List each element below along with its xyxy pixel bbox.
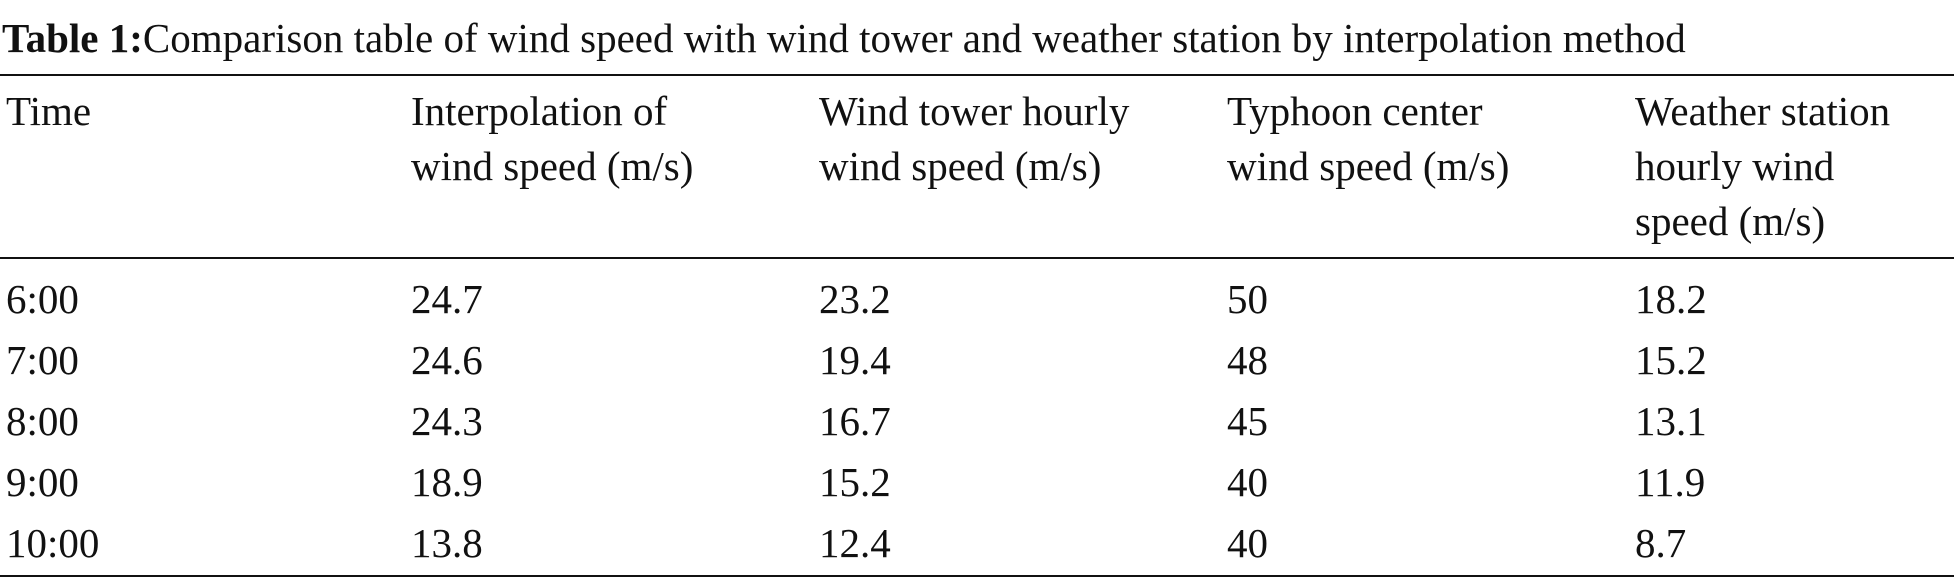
table-cell: 10:00 — [6, 520, 100, 566]
table-cell: 19.4 — [819, 337, 891, 383]
table-cell: 48 — [1227, 337, 1268, 383]
header-cell: wind speed (m/s) — [819, 143, 1102, 189]
caption: Table 1:Comparison table of wind speed w… — [2, 10, 1686, 66]
header-cell: Wind tower hourly — [819, 88, 1130, 134]
top-rule — [0, 74, 1954, 76]
table-cell: 24.6 — [411, 337, 483, 383]
header-cell: speed (m/s) — [1635, 198, 1826, 244]
header-cell: Time — [6, 88, 92, 134]
table-cell: 9:00 — [6, 459, 79, 505]
header-cell: Typhoon center — [1227, 88, 1483, 134]
header-cell: hourly wind — [1635, 143, 1835, 189]
table-cell: 15.2 — [1635, 337, 1707, 383]
table-cell: 8.7 — [1635, 520, 1687, 566]
header-cell: Weather station — [1635, 88, 1891, 134]
table-cell: 24.7 — [411, 276, 483, 322]
header-cell: wind speed (m/s) — [411, 143, 694, 189]
table-cell: 8:00 — [6, 398, 79, 444]
table-cell: 24.3 — [411, 398, 483, 444]
table-cell: 7:00 — [6, 337, 79, 383]
table-cell: 40 — [1227, 459, 1268, 505]
table-cell: 13.8 — [411, 520, 483, 566]
table-cell: 50 — [1227, 276, 1268, 322]
table-cell: 45 — [1227, 398, 1268, 444]
table-cell: 18.9 — [411, 459, 483, 505]
header-cell: wind speed (m/s) — [1227, 143, 1510, 189]
table-cell: 40 — [1227, 520, 1268, 566]
table-cell: 13.1 — [1635, 398, 1707, 444]
caption-text: Comparison table of wind speed with wind… — [142, 15, 1686, 61]
caption-label: Table 1: — [2, 15, 143, 61]
bottom-rule — [0, 575, 1954, 577]
table-cell: 11.9 — [1635, 459, 1706, 505]
table-cell: 18.2 — [1635, 276, 1707, 322]
table-cell: 15.2 — [819, 459, 891, 505]
table-cell: 12.4 — [819, 520, 891, 566]
table-cell: 23.2 — [819, 276, 891, 322]
table-cell: 6:00 — [6, 276, 79, 322]
header-rule — [0, 257, 1954, 259]
header-cell: Interpolation of — [411, 88, 668, 134]
table-cell: 16.7 — [819, 398, 891, 444]
